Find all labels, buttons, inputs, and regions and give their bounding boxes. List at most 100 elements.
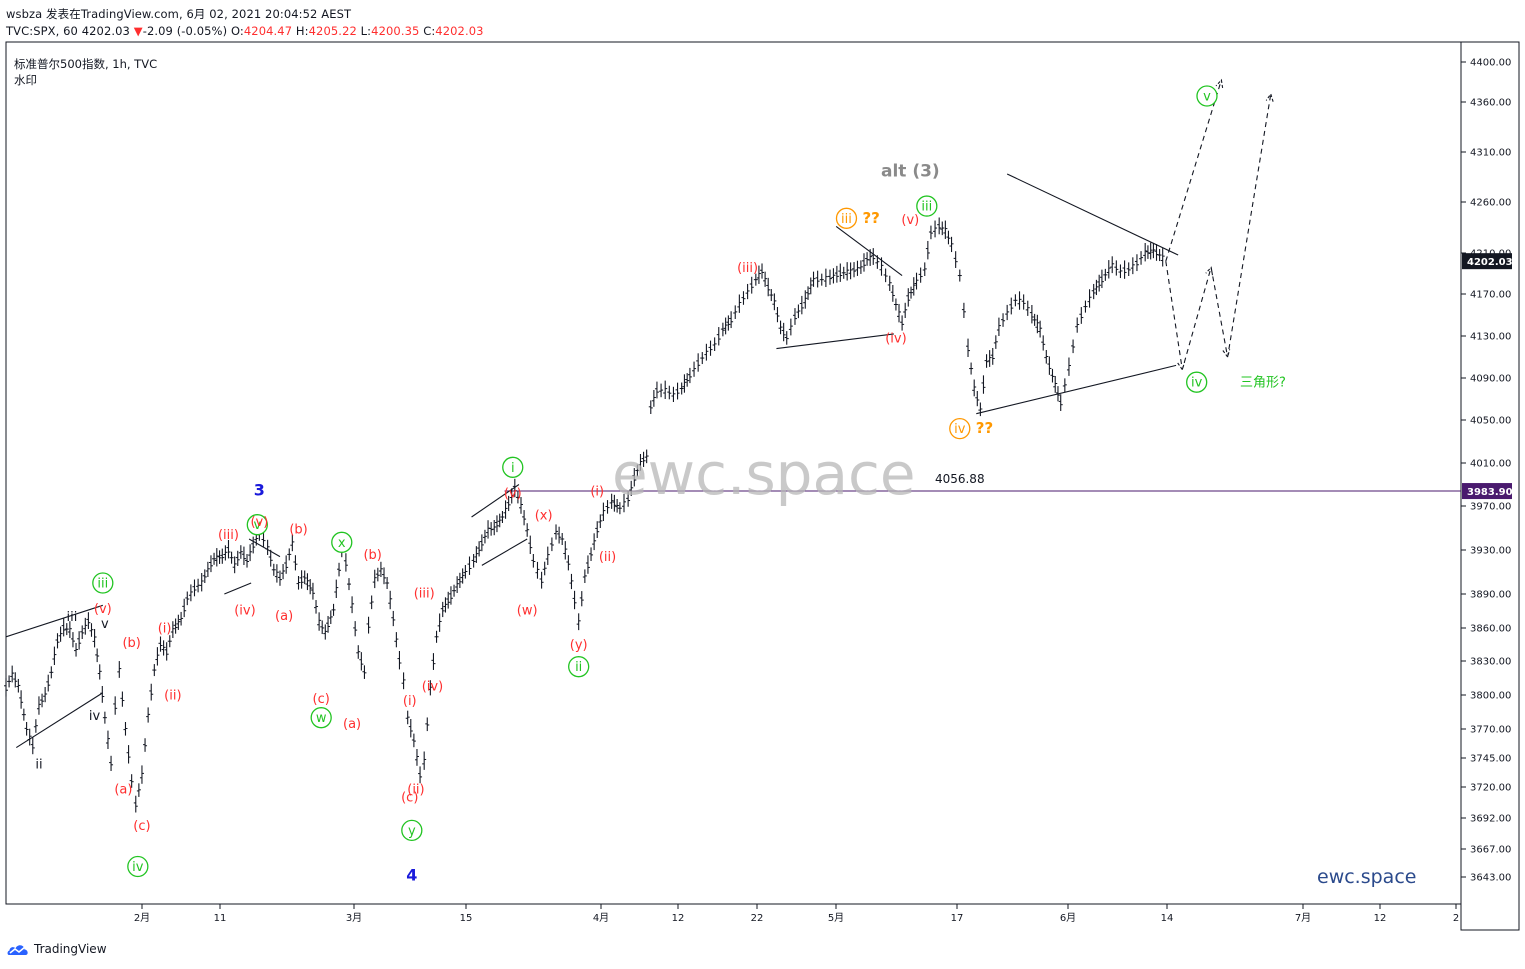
price-tag-label: 3983.90	[1467, 487, 1513, 498]
last-price: 4202.03	[81, 24, 130, 38]
wave-label: v	[101, 617, 109, 632]
wave-circle	[310, 707, 332, 729]
trendline[interactable]	[16, 692, 104, 749]
price-tick-label: 4310.00	[1470, 148, 1511, 159]
wave-label: (iii)	[218, 528, 239, 543]
wave-label: iv	[132, 860, 144, 875]
price-tags: 4202.03 3983.90	[1462, 253, 1513, 500]
projection-line[interactable]	[1165, 79, 1222, 262]
trendline[interactable]	[5, 604, 103, 638]
wave-label: (iii)	[737, 261, 758, 276]
price-tick-label: 4050.00	[1470, 416, 1511, 427]
watermark-text: ewc.space	[612, 440, 916, 508]
wave-circle	[949, 417, 971, 440]
trendline[interactable]	[224, 582, 252, 595]
wave-label: (i)	[590, 484, 604, 499]
wave-label: (a)	[114, 783, 132, 798]
wave-label: (b)	[289, 523, 307, 538]
low-price-annotation: 4056.88	[935, 472, 985, 486]
projection-arrowhead	[1177, 361, 1186, 371]
wave-label: 三角形?	[1240, 376, 1286, 391]
price-tick-label: 3830.00	[1470, 657, 1511, 668]
trendline[interactable]	[776, 333, 894, 350]
price-series	[4, 217, 1165, 813]
time-tick-label: 14	[1161, 913, 1174, 924]
time-tick-label: 3月	[346, 912, 362, 924]
low-value: 4200.35	[371, 24, 420, 38]
wave-label: i	[511, 461, 515, 476]
close-value: 4202.03	[435, 24, 484, 38]
trendline[interactable]	[1006, 173, 1179, 256]
trendline[interactable]	[248, 538, 281, 558]
time-tick-label: 6月	[1060, 912, 1076, 924]
price-tick-label: 3745.00	[1470, 754, 1511, 765]
projection-arrowhead	[1265, 92, 1274, 102]
trendlines[interactable]	[5, 173, 1179, 749]
price-tick-label: 3970.00	[1470, 502, 1511, 513]
wave-label: v	[1203, 90, 1211, 105]
wave-label: iv	[89, 709, 101, 724]
symbol: TVC:SPX, 60	[6, 24, 78, 38]
wave-label: ii	[575, 660, 582, 675]
wave-label: (iv)	[885, 332, 906, 347]
wave-label: (ii)	[599, 550, 616, 565]
wave-label: (b)	[363, 548, 381, 563]
price-tick-label: 4360.00	[1470, 98, 1511, 109]
price-tick-label: 3860.00	[1470, 624, 1511, 635]
trendline[interactable]	[976, 364, 1177, 415]
price-axis[interactable]: 4400.004360.004310.004260.004210.004170.…	[1461, 58, 1511, 884]
price-tick-label: 4010.00	[1470, 459, 1511, 470]
wave-label: (iii)	[414, 586, 435, 601]
price-tick-label: 3667.00	[1470, 845, 1511, 856]
time-tick-label: 15	[460, 913, 473, 924]
wave-label: (x)	[535, 508, 553, 523]
high-value: 4205.22	[308, 24, 357, 38]
time-tick-label: 2月	[134, 912, 150, 924]
price-tick-label: 3770.00	[1470, 725, 1511, 736]
time-axis[interactable]: 2月 11 3月 15 4月 12 22 5月 17 6月 14 7月 12 2	[134, 904, 1459, 924]
price-tick-label: 3643.00	[1470, 873, 1511, 884]
high-label: H:	[295, 24, 309, 38]
wave-label: (y)	[570, 638, 588, 653]
price-tick-label: 4170.00	[1470, 290, 1511, 301]
price-tag-box	[1462, 253, 1512, 270]
projection-paths[interactable]	[1165, 78, 1274, 371]
time-tick-label: 2	[1453, 913, 1459, 924]
wave-label: 4	[406, 865, 417, 884]
trendline[interactable]	[471, 484, 520, 518]
time-tick-label: 12	[1374, 913, 1387, 924]
wave-circle	[835, 207, 858, 229]
projection-line[interactable]	[1165, 93, 1272, 370]
price-tick-label: 3930.00	[1470, 546, 1511, 557]
wave-label: ??	[862, 209, 879, 227]
trendline[interactable]	[835, 226, 903, 276]
time-tick-label: 12	[672, 913, 685, 924]
tradingview-logo[interactable]: TradingView	[6, 941, 107, 957]
wave-label: (v)	[94, 602, 112, 617]
wave-label: (iv)	[422, 679, 443, 694]
legend-title: 标准普尔500指数, 1h, TVC	[14, 57, 158, 71]
wave-label: iii	[921, 200, 932, 215]
trendline[interactable]	[481, 538, 528, 566]
projection-arrowhead	[1205, 266, 1214, 276]
wave-label: alt (3)	[881, 162, 940, 182]
wave-label: (v)	[504, 487, 522, 502]
wave-label: (iv)	[234, 603, 255, 618]
wave-circle	[502, 456, 524, 478]
price-tag-box	[1462, 483, 1512, 500]
wave-circle	[1196, 85, 1218, 107]
wave-circle	[92, 572, 114, 594]
ohlc-bar: TVC:SPX, 60 4202.03 ▼-2.09 (-0.05%) O:42…	[6, 24, 484, 38]
open-label: O:	[230, 24, 244, 38]
wave-label: (ii)	[164, 689, 181, 704]
time-tick-label: 4月	[593, 912, 609, 924]
wave-label: w	[316, 711, 327, 726]
wave-label: iii	[66, 610, 77, 625]
chart-frame	[5, 41, 1520, 931]
tradingview-text: TradingView	[34, 942, 107, 956]
wave-label: (v)	[250, 515, 268, 530]
wave-label: (w)	[517, 603, 538, 618]
price-tick-label: 4130.00	[1470, 332, 1511, 343]
